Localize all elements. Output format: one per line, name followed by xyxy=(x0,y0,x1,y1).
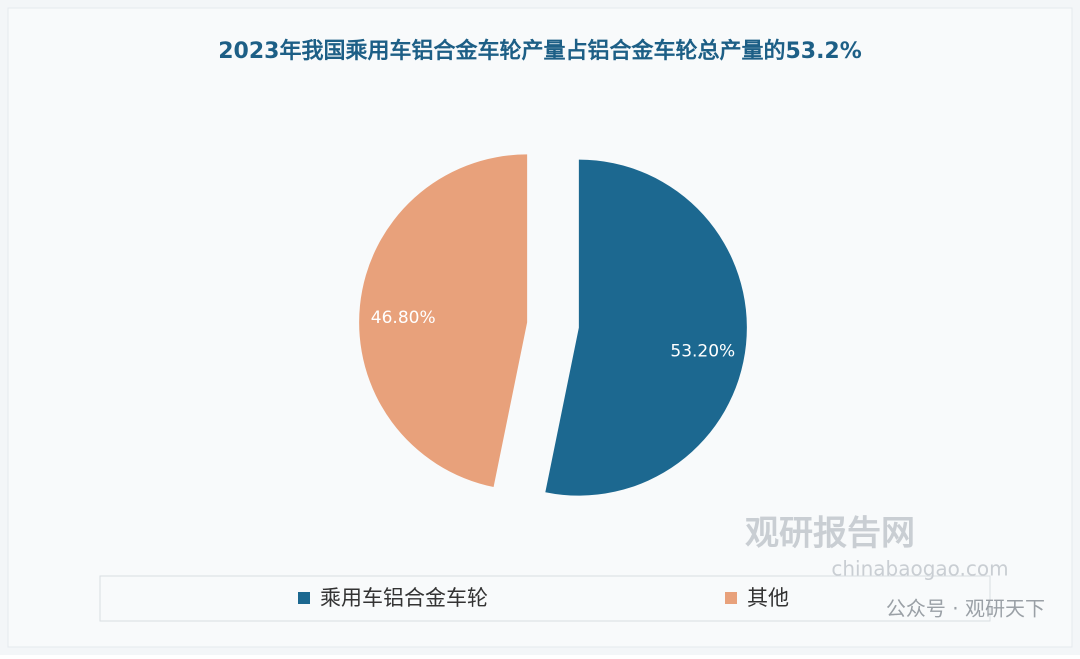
legend-label: 乘用车铝合金车轮 xyxy=(320,586,488,610)
legend-swatch xyxy=(298,592,310,604)
footer: 公众号 · 观研天下 xyxy=(886,597,1045,621)
pie-slice xyxy=(359,154,528,488)
legend-label: 其他 xyxy=(747,586,789,610)
watermark: 观研报告网 xyxy=(745,514,915,554)
watermark: chinabaogao.com xyxy=(831,557,1008,581)
data-label: 46.80% xyxy=(371,308,436,328)
legend-box xyxy=(99,575,991,622)
chart-title: 2023年我国乘用车铝合金车轮产量占铝合金车轮总产量的53.2% xyxy=(218,38,862,64)
legend-swatch xyxy=(725,592,737,604)
panel xyxy=(7,7,1073,648)
pie-slice xyxy=(545,159,747,496)
data-label: 53.20% xyxy=(670,342,735,362)
